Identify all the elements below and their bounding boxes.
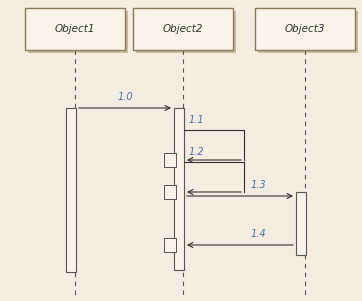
Text: Object3: Object3 bbox=[285, 24, 325, 34]
Bar bbox=[133, 8, 233, 50]
Text: Object1: Object1 bbox=[55, 24, 95, 34]
Text: 1.1: 1.1 bbox=[189, 115, 205, 125]
Text: Object2: Object2 bbox=[163, 24, 203, 34]
Text: 1.4: 1.4 bbox=[250, 229, 266, 239]
Bar bbox=[25, 8, 125, 50]
Bar bbox=[255, 8, 355, 50]
Text: 1.3: 1.3 bbox=[250, 180, 266, 190]
Bar bbox=[164, 238, 176, 252]
Bar bbox=[174, 108, 184, 270]
Bar bbox=[136, 11, 236, 53]
Bar bbox=[296, 192, 306, 255]
Bar bbox=[28, 11, 128, 53]
Bar bbox=[66, 108, 76, 272]
Bar bbox=[164, 185, 176, 199]
Text: 1.2: 1.2 bbox=[189, 147, 205, 157]
Text: 1.0: 1.0 bbox=[117, 92, 133, 102]
Bar bbox=[258, 11, 358, 53]
Bar bbox=[164, 153, 176, 167]
